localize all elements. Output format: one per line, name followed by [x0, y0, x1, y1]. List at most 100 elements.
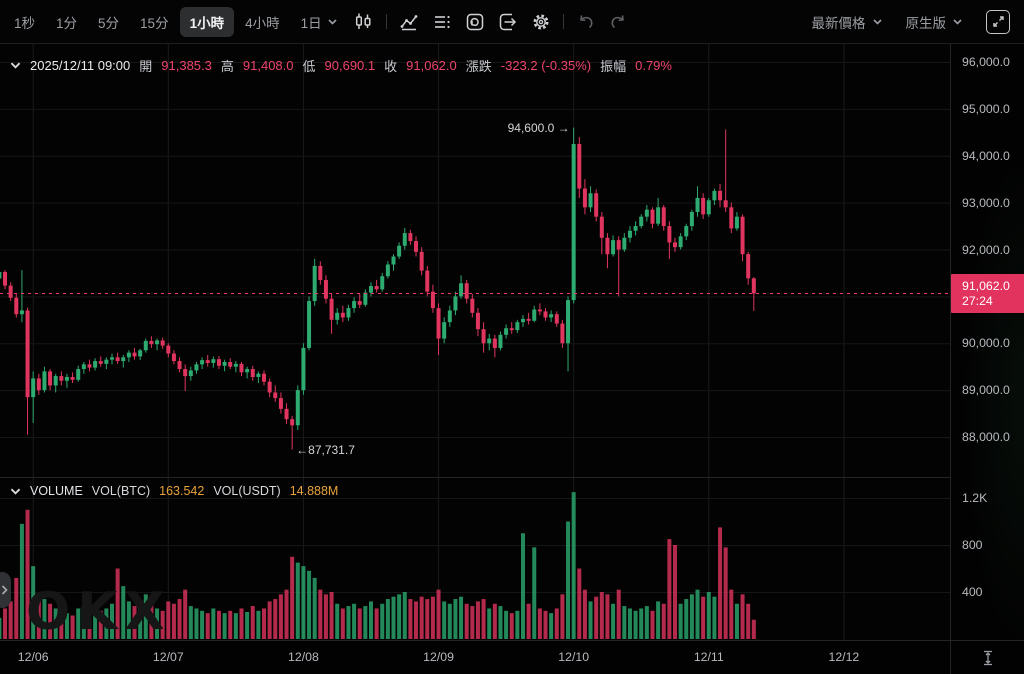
- version-dropdown[interactable]: 原生版: [906, 12, 963, 32]
- indicator-icon[interactable]: [396, 9, 422, 35]
- volume-bar: [329, 592, 334, 639]
- replay-box-icon[interactable]: [462, 9, 488, 35]
- redo-icon[interactable]: [606, 9, 632, 35]
- candle-body: [329, 298, 334, 320]
- candle-body: [459, 283, 464, 297]
- candle-body: [616, 240, 621, 250]
- candle-body: [278, 398, 283, 409]
- price-axis[interactable]: 91,062.0 27:24 96,000.0 95,000.0 94,000.0 9…: [950, 44, 1024, 640]
- volume-bar: [160, 610, 165, 639]
- timeframe-4h[interactable]: 4小時: [245, 15, 280, 31]
- volume-bar: [295, 562, 300, 639]
- candle-body: [627, 230, 632, 238]
- timeframe-5m[interactable]: 5分: [98, 15, 120, 31]
- timeframe-1d-dropdown[interactable]: 1日: [301, 12, 337, 32]
- candlestick-volume-plot[interactable]: [0, 44, 950, 640]
- candle-body: [487, 338, 492, 344]
- chevron-down-icon: [872, 18, 882, 25]
- volume-bar: [312, 577, 317, 639]
- candle-body: [560, 323, 565, 344]
- list-settings-icon[interactable]: [429, 9, 455, 35]
- collapse-chevron-icon[interactable]: [10, 62, 21, 69]
- candle-body: [402, 233, 407, 246]
- volume-bar: [470, 606, 475, 639]
- candle-body: [19, 310, 24, 315]
- candle-body: [335, 312, 340, 320]
- candle-body: [211, 359, 216, 363]
- candle-body: [273, 392, 278, 399]
- candle-body: [718, 190, 723, 201]
- axis-scale-corner[interactable]: [950, 641, 1024, 674]
- candle-body: [526, 318, 531, 321]
- close-label: 收: [384, 59, 398, 74]
- candle-body: [352, 301, 357, 309]
- price-mode-dropdown[interactable]: 最新價格: [812, 12, 882, 32]
- candle-body: [447, 310, 452, 323]
- chart-canvas[interactable]: OKX 2025/12/11 09:00 開 91,385.3 高 91,408…: [0, 44, 950, 642]
- timeframe-15m[interactable]: 15分: [140, 15, 169, 31]
- undo-icon[interactable]: [573, 9, 599, 35]
- volume-bar: [571, 492, 576, 639]
- candle-body: [312, 265, 317, 302]
- timeframe-1h-selected[interactable]: 1小時: [179, 6, 235, 37]
- candle-body: [262, 373, 267, 382]
- volume-bar: [171, 603, 176, 639]
- candle-body: [87, 364, 92, 368]
- timeframe-1s[interactable]: 1秒: [14, 15, 36, 31]
- export-box-icon[interactable]: [495, 9, 521, 35]
- volume-bar: [155, 608, 160, 639]
- volume-bar: [492, 603, 497, 639]
- current-price-value: 91,062.0: [962, 279, 1010, 293]
- candle-body: [200, 360, 205, 365]
- time-axis[interactable]: 12/06 12/07 12/08 12/09 12/10 12/11 12/12: [0, 640, 1024, 674]
- candle-body: [661, 207, 666, 227]
- candle-body: [301, 347, 306, 391]
- volume-bar: [627, 608, 632, 639]
- candle-body: [121, 357, 126, 362]
- volume-bar: [594, 596, 599, 639]
- collapse-chevron-icon[interactable]: [10, 488, 21, 495]
- candlestick-type-icon[interactable]: [351, 9, 377, 35]
- vol-btc-value: 163.542: [159, 484, 205, 498]
- volume-bar: [138, 603, 143, 639]
- volume-bar: [323, 594, 328, 639]
- candle-body: [53, 376, 58, 386]
- panel-expander-handle[interactable]: [0, 572, 11, 608]
- volume-bar: [374, 608, 379, 639]
- candle-body: [110, 357, 114, 360]
- volume-bar: [64, 613, 69, 639]
- volume-bar: [397, 594, 402, 639]
- candle-body: [425, 270, 430, 292]
- volume-bar: [656, 601, 661, 639]
- candle-body: [751, 278, 756, 294]
- timeframe-1m[interactable]: 1分: [56, 15, 78, 31]
- settings-gear-icon[interactable]: [528, 9, 554, 35]
- volume-bar: [442, 601, 447, 639]
- volume-bar: [577, 568, 582, 639]
- time-axis-label: 12/06: [17, 650, 49, 664]
- candle-body: [0, 272, 2, 279]
- volume-title: VOLUME: [30, 484, 83, 498]
- candle-body: [481, 329, 486, 344]
- volume-bar: [70, 615, 75, 639]
- volume-info-bar: VOLUME VOL(BTC) 163.542 VOL(USDT) 14.888…: [10, 484, 338, 498]
- price-axis-label: 92,000.0: [962, 242, 1010, 257]
- open-label: 開: [139, 59, 153, 74]
- candle-body: [695, 197, 700, 212]
- volume-bar: [532, 547, 537, 639]
- close-value: 91,062.0: [406, 58, 457, 73]
- candle-body: [605, 237, 610, 255]
- candle-body: [104, 359, 109, 364]
- open-value: 91,385.3: [161, 58, 212, 73]
- fullscreen-icon[interactable]: [986, 9, 1010, 34]
- volume-bar: [93, 603, 98, 639]
- version-label: 原生版: [905, 15, 947, 31]
- candle-body: [430, 291, 435, 309]
- candle-body: [357, 301, 362, 305]
- candle-body: [98, 361, 103, 364]
- candle-body: [25, 310, 30, 398]
- volume-bar: [19, 523, 24, 639]
- candle-body: [194, 364, 199, 371]
- volume-bar: [425, 599, 430, 639]
- candle-body: [582, 188, 587, 208]
